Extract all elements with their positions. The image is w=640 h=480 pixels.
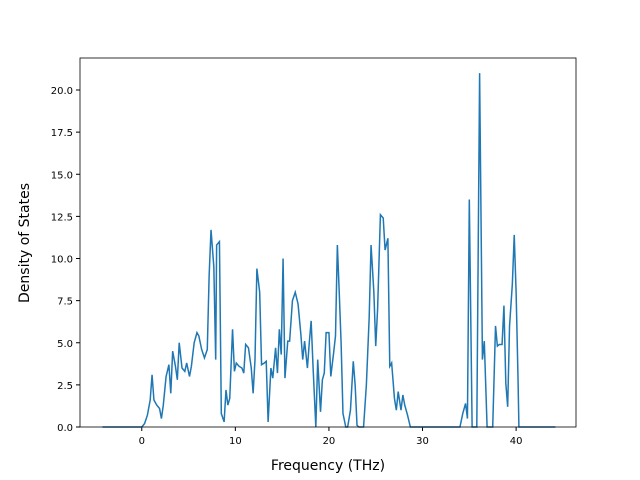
y-tick-label: 12.5 xyxy=(51,212,73,223)
y-tick-label: 20.0 xyxy=(51,86,73,97)
x-tick-label: 30 xyxy=(416,436,429,447)
y-tick-label: 17.5 xyxy=(51,128,73,139)
x-tick-label: 20 xyxy=(323,436,336,447)
y-axis-label: Density of States xyxy=(17,183,33,303)
x-tick-label: 10 xyxy=(229,436,242,447)
y-tick-label: 10.0 xyxy=(51,255,73,266)
x-tick-label: 0 xyxy=(139,436,145,447)
x-tick-label: 40 xyxy=(510,436,523,447)
data-line xyxy=(102,73,556,428)
y-tick-label: 0.0 xyxy=(57,423,73,434)
y-tick-label: 5.0 xyxy=(57,339,73,350)
y-tick-label: 7.5 xyxy=(57,297,73,308)
x-axis-label: Frequency (THz) xyxy=(271,458,385,474)
y-tick-label: 15.0 xyxy=(51,170,73,181)
plot-frame xyxy=(79,57,577,428)
y-tick-label: 2.5 xyxy=(57,381,73,392)
